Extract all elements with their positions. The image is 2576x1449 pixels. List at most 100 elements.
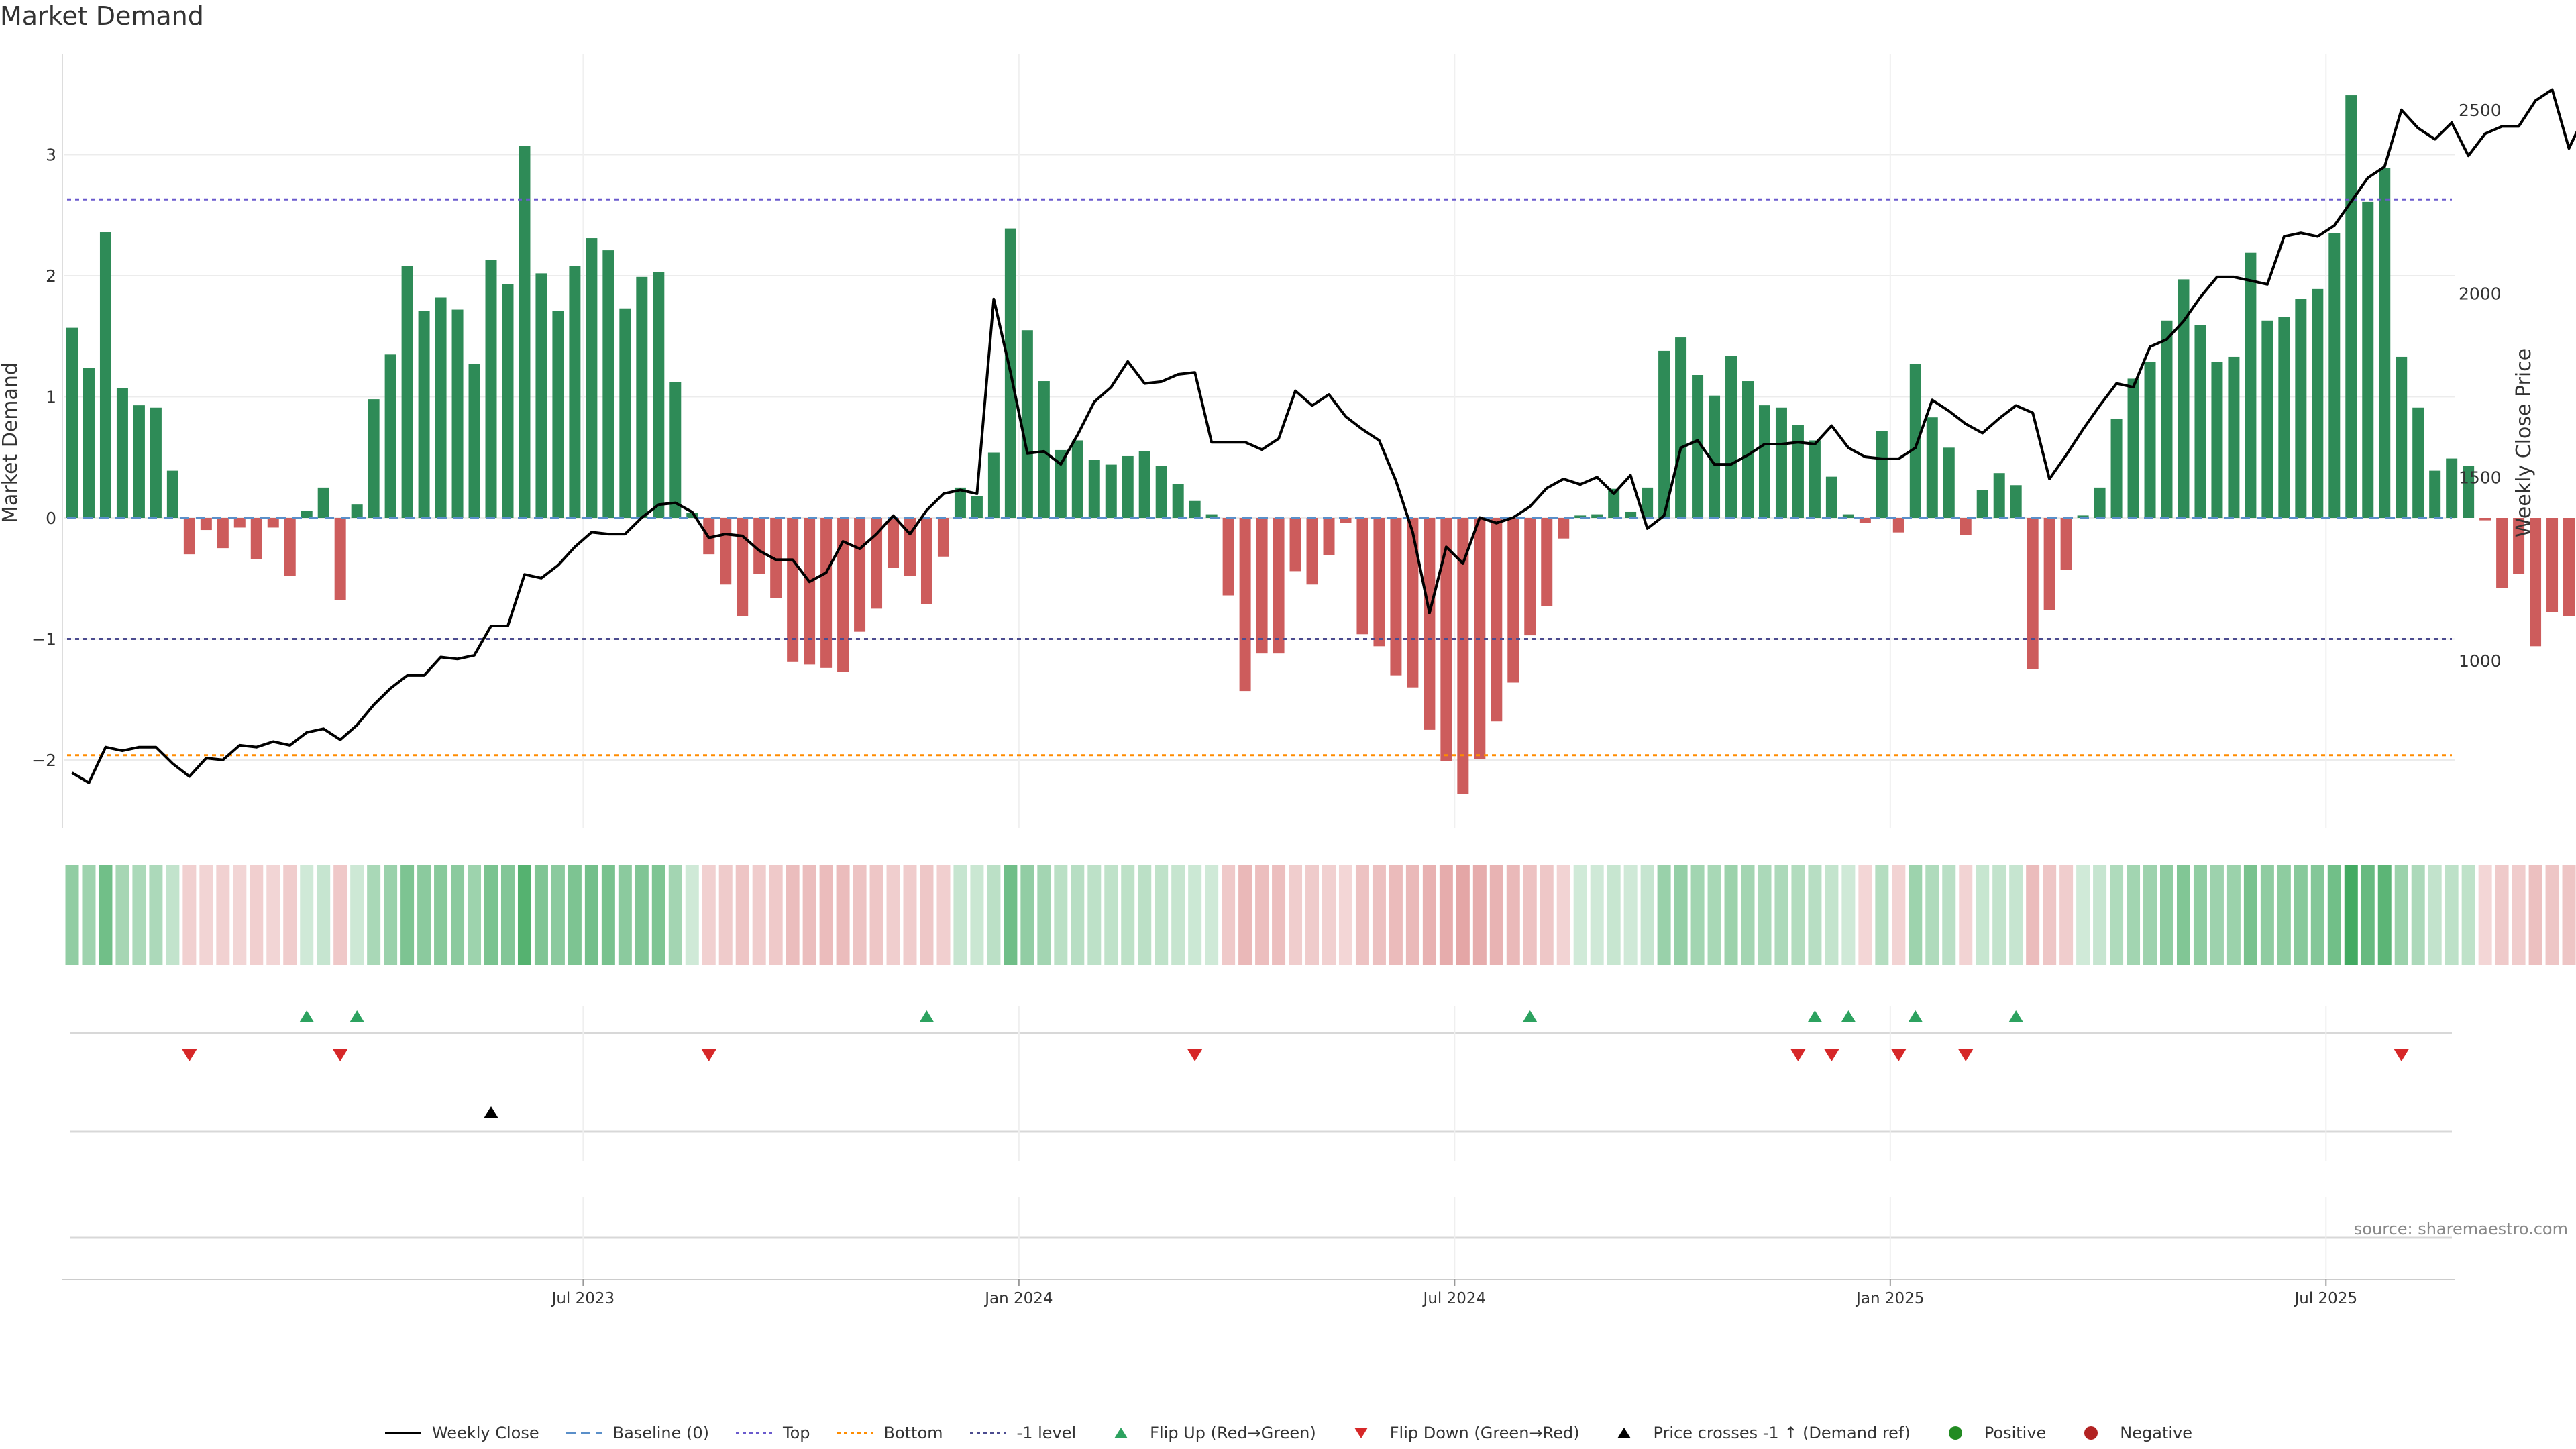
heat-strip-cell [651, 865, 665, 965]
x-tick-label: Jul 2023 [551, 1290, 615, 1307]
heat-strip-cell [2478, 865, 2492, 965]
flip-down-marker [1891, 1049, 1907, 1061]
demand-bar [1775, 407, 1787, 518]
demand-bar [1256, 518, 1268, 654]
heat-strip-cell [1590, 865, 1604, 965]
heat-strip-cell [903, 865, 917, 965]
demand-bar [2094, 487, 2106, 518]
heat-strip-cell [1741, 865, 1755, 965]
heat-strip-cell [283, 865, 297, 965]
demand-bar [2513, 518, 2525, 574]
heat-strip-cell [384, 865, 398, 965]
demand-bar [1306, 518, 1318, 585]
demand-bar [2127, 378, 2139, 518]
flip-up-marker [1841, 1010, 1856, 1022]
heat-strip-cell [869, 865, 883, 965]
heat-strip-cell [1004, 865, 1018, 965]
heat-strip-cell [132, 865, 146, 965]
demand-bar [2278, 317, 2290, 518]
heat-strip-cell [350, 865, 364, 965]
heat-strip-cell [1071, 865, 1085, 965]
demand-bar [2027, 518, 2039, 669]
demand-bar [1457, 518, 1469, 794]
legend-label: Positive [1984, 1424, 2047, 1442]
demand-bar [569, 266, 581, 518]
demand-bar [636, 276, 648, 518]
demand-bar [83, 368, 95, 518]
demand-bar [166, 470, 178, 518]
flip-up-marker [919, 1010, 934, 1022]
heat-strip-cell [953, 865, 967, 965]
demand-bar [535, 273, 547, 518]
demand-bar [2345, 95, 2357, 518]
legend-item: Flip Down (Green→Red) [1342, 1424, 1580, 1442]
heat-strip-cell [2026, 865, 2040, 965]
demand-bar [1892, 518, 1904, 533]
demand-bar [2295, 299, 2307, 518]
y-tick-label: −1 [32, 630, 56, 649]
legend-label: Top [783, 1424, 810, 1442]
demand-bar [1926, 417, 1938, 518]
demand-bar [1725, 356, 1737, 518]
flip-down-marker [333, 1049, 348, 1061]
demand-bar [1675, 337, 1687, 518]
demand-bar [2245, 252, 2257, 518]
heat-strip-cell [1222, 865, 1236, 965]
heat-strip-cell [601, 865, 615, 965]
demand-bar [1273, 518, 1285, 654]
legend-symbol [2084, 1426, 2098, 1440]
heat-strip-cell [2210, 865, 2224, 965]
heat-strip-cell [2009, 865, 2023, 965]
demand-bar [837, 518, 849, 672]
heat-strip-cell [1087, 865, 1102, 965]
heat-strip-cell [2327, 865, 2341, 965]
heat-strip-cell [1925, 865, 1939, 965]
heat-strip-cell [1389, 865, 1403, 965]
demand-bar [2446, 458, 2458, 518]
heat-strip-cell [484, 865, 498, 965]
demand-bar [2010, 485, 2022, 518]
heat-strip-cell [1858, 865, 1872, 965]
demand-bar [1021, 330, 1033, 518]
legend-item: Price crosses -1 ↑ (Demand ref) [1605, 1424, 1911, 1442]
demand-bar [954, 487, 966, 518]
heat-strip-cell [1355, 865, 1369, 965]
legend-label: Weekly Close [431, 1424, 539, 1442]
heat-strip-cell [568, 865, 582, 965]
heat-strip-cell [2076, 865, 2090, 965]
heat-strip-cell [1976, 865, 1990, 965]
demand-bar [737, 518, 749, 616]
y2-tick-label: 1500 [2459, 468, 2502, 487]
heat-strip-cell [1338, 865, 1352, 965]
legend-item: Bottom [836, 1424, 943, 1442]
heat-strip-cell [2461, 865, 2475, 965]
demand-bar [1155, 466, 1167, 518]
legend-label: Flip Down (Green→Red) [1389, 1424, 1580, 1442]
heat-strip-cell [1640, 865, 1654, 965]
heat-strip-cell [819, 865, 833, 965]
heat-strip-cell [65, 865, 79, 965]
heat-strip-cell [1155, 865, 1169, 965]
demand-bar [888, 518, 900, 568]
heat-strip-cell [2361, 865, 2375, 965]
legend-label: Flip Up (Red→Green) [1150, 1424, 1316, 1442]
demand-bar [787, 518, 799, 662]
demand-bar [1172, 484, 1184, 518]
demand-bar [2228, 356, 2240, 518]
demand-bar [1038, 381, 1050, 518]
demand-bar [502, 284, 514, 518]
heat-strip-cell [1724, 865, 1738, 965]
demand-bar [1424, 518, 1436, 730]
heat-strip-cell [1657, 865, 1671, 965]
flip-up-marker [350, 1010, 365, 1022]
demand-bar [2110, 418, 2123, 518]
legend-label: -1 level [1016, 1424, 1077, 1442]
demand-bar [619, 308, 631, 518]
legend: Weekly Close Baseline (0) Top Bottom -1 leve… [0, 1424, 2576, 1442]
flip-up-marker [1908, 1010, 1923, 1022]
demand-bar [2396, 356, 2408, 518]
demand-bar [1943, 447, 1955, 518]
legend-label: Negative [2120, 1424, 2193, 1442]
legend-symbol [384, 1432, 421, 1434]
x-tick-label: Jan 2025 [1855, 1290, 1924, 1307]
